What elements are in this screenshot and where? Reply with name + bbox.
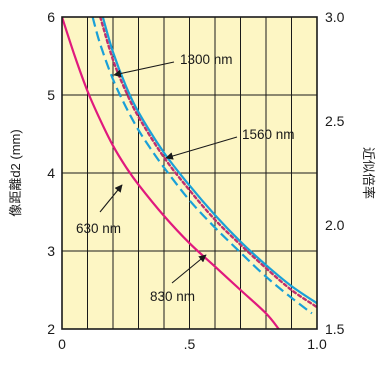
y2-axis-label: 近似倍率 — [361, 147, 376, 199]
y2-tick-label: 2.5 — [325, 113, 345, 129]
y-axis-label: 像距離d2 (mm) — [8, 129, 23, 216]
arrow-630nm — [99, 184, 123, 213]
arrow-1560nm — [165, 136, 238, 160]
y2-tick-label: 1.5 — [325, 321, 345, 337]
arrow-1300nm — [113, 61, 175, 78]
series-label-630nm: 630 nm — [76, 221, 121, 236]
y2-tick-label: 3.0 — [325, 9, 345, 25]
x-tick-label: 0 — [58, 336, 66, 352]
grid-lines — [62, 17, 317, 329]
series-label-830nm: 830 nm — [150, 289, 195, 304]
arrow-830nm — [171, 254, 207, 284]
y-tick-label: 5 — [47, 87, 55, 103]
series-line-630nm — [62, 17, 280, 329]
series-line-1300nm — [99, 17, 317, 309]
plot-frame — [61, 16, 318, 330]
y-tick-label: 2 — [47, 321, 55, 337]
series-line-830nm — [91, 17, 313, 315]
tick-labels: 0 .5 1.0 2 3 4 5 6 1.5 2.0 2.5 3.0 — [47, 9, 344, 352]
x-tick-label: .5 — [184, 336, 196, 352]
series-lines — [62, 17, 317, 329]
y-tick-label: 3 — [47, 243, 55, 259]
y-tick-label: 6 — [47, 9, 55, 25]
series-label-1560nm: 1560 nm — [242, 127, 295, 142]
x-tick-label: 1.0 — [307, 336, 327, 352]
series-line-1560nm — [101, 17, 317, 305]
y-tick-label: 4 — [47, 165, 55, 181]
series-label-1300nm: 1300 nm — [180, 52, 233, 67]
y2-tick-label: 2.0 — [325, 217, 345, 233]
